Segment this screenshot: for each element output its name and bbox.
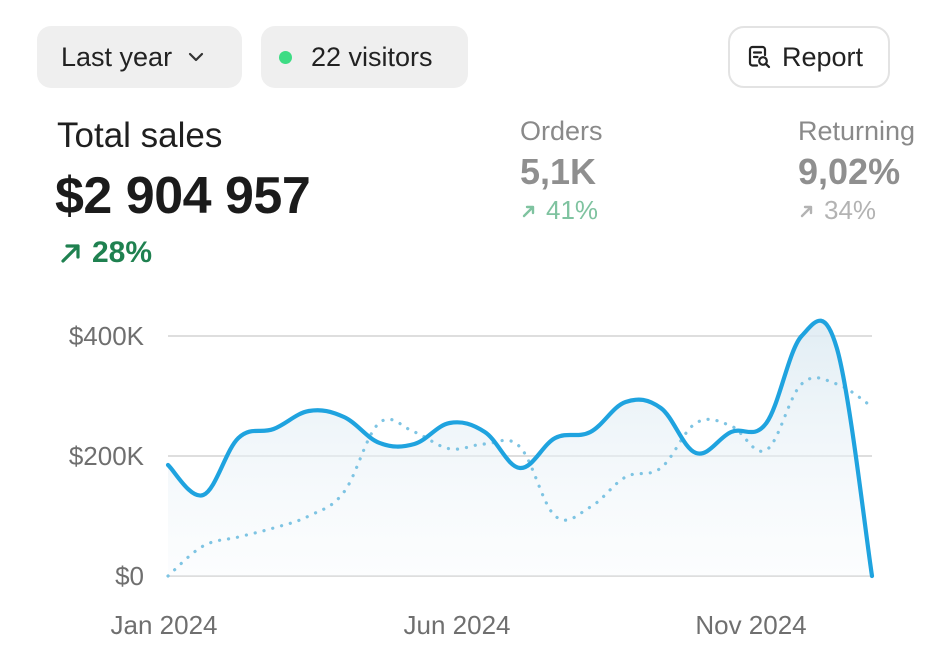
orders-metric[interactable]: Orders 5,1K 41% <box>520 116 603 226</box>
y-tick-label: $200K <box>69 441 145 471</box>
period-selector[interactable]: Last year <box>37 26 242 88</box>
y-tick-label: $0 <box>115 561 144 591</box>
period-selector-label: Last year <box>61 41 173 72</box>
total-sales-change: 28% <box>58 236 152 270</box>
total-sales-change-value: 28% <box>92 236 153 269</box>
returning-label: Returning <box>798 116 916 146</box>
report-button-label: Report <box>782 41 864 72</box>
primary-series-area <box>168 320 872 576</box>
returning-metric[interactable]: Returning 9,02% 34% <box>798 116 915 226</box>
total-sales-value: $2 904 957 <box>55 167 311 225</box>
arrow-up-right-icon <box>522 205 535 217</box>
total-sales-title: Total sales <box>57 116 223 155</box>
live-visitors-chip[interactable]: 22 visitors <box>261 26 468 88</box>
returning-change-value: 34% <box>824 195 877 225</box>
orders-change: 41% <box>520 195 603 226</box>
x-tick-label: Nov 2024 <box>695 610 806 640</box>
arrow-up-right-icon <box>61 244 80 263</box>
returning-value: 9,02% <box>798 151 901 192</box>
x-tick-label: Jun 2024 <box>404 610 511 640</box>
orders-change-value: 41% <box>546 195 599 225</box>
x-tick-label: Jan 2024 <box>111 610 218 640</box>
report-search-icon <box>748 45 771 69</box>
live-visitors-label: 22 visitors <box>311 41 433 72</box>
primary-series-line[interactable] <box>165 318 875 579</box>
arrow-up-right-icon <box>800 205 813 217</box>
orders-label: Orders <box>520 116 603 146</box>
live-status-dot-icon <box>279 50 292 64</box>
sales-line-chart[interactable]: $0 $200K $400K Jan 2024 Jun 2024 Nov 2024 <box>0 300 929 669</box>
returning-change: 34% <box>798 195 915 226</box>
y-tick-label: $400K <box>69 321 145 351</box>
orders-value: 5,1K <box>520 151 597 192</box>
chevron-down-icon <box>188 52 204 62</box>
report-button[interactable]: Report <box>728 26 890 88</box>
